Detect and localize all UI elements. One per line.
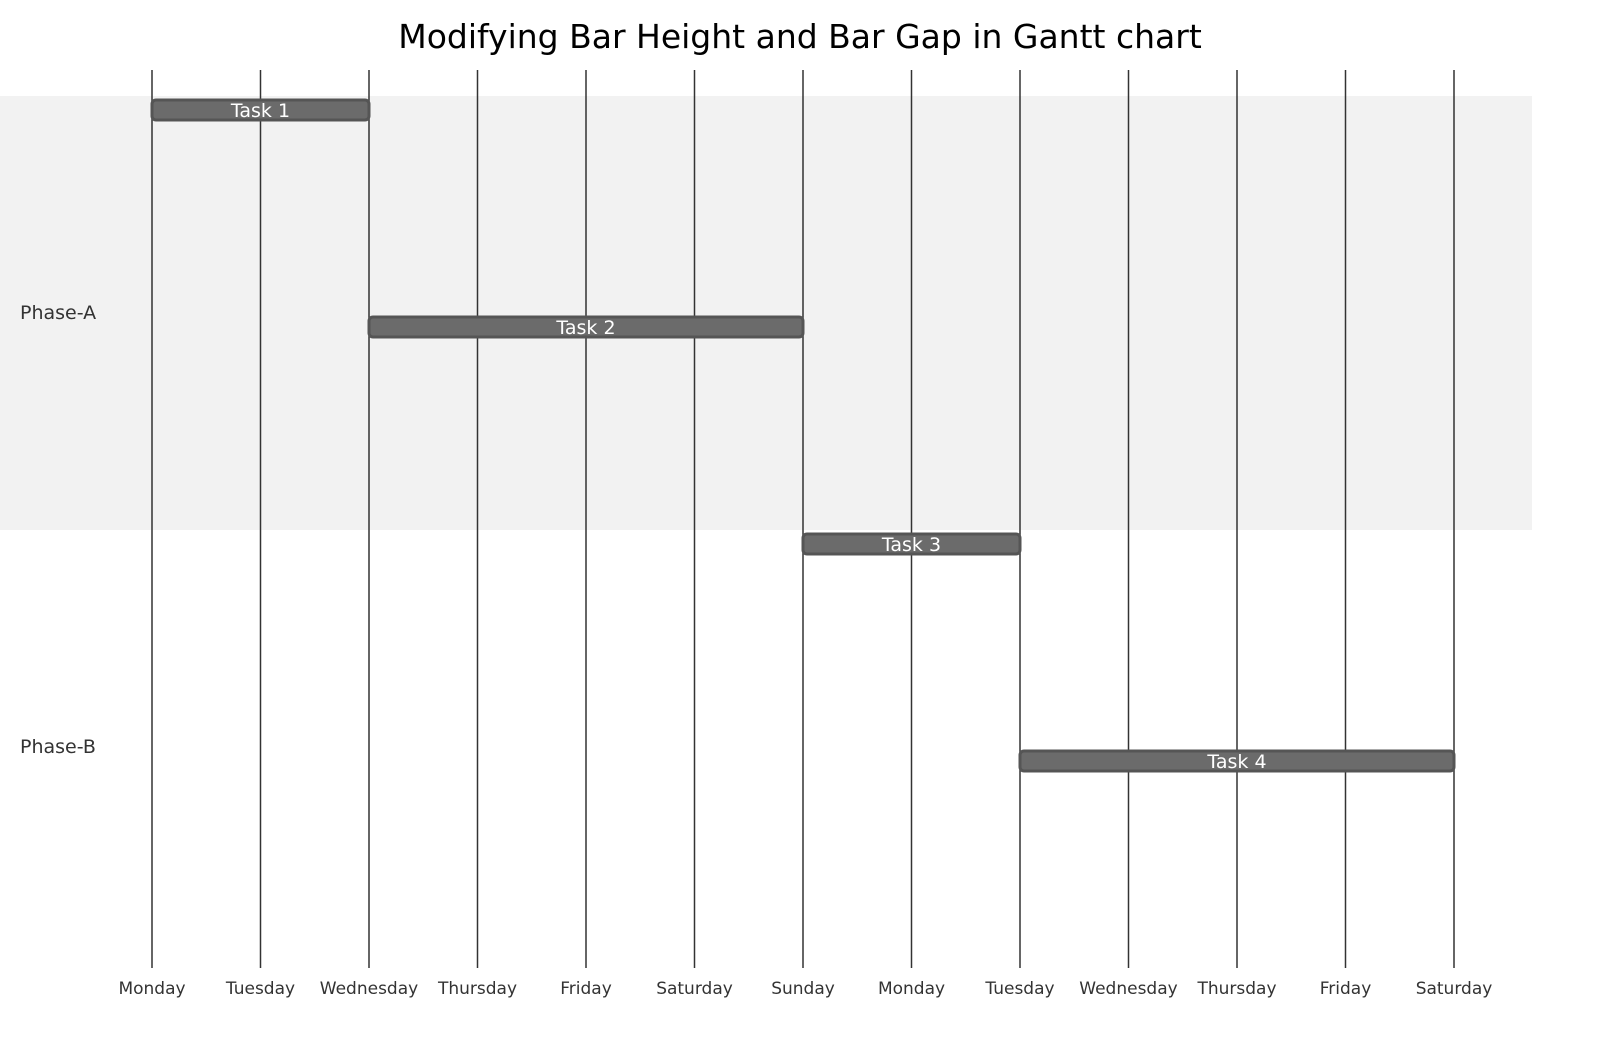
x-tick-label: Thursday (437, 979, 517, 999)
task-bar (150, 98, 371, 122)
x-tick-label: Saturday (1416, 979, 1493, 999)
x-axis-ticks: Monday Tuesday Wednesday Thursday Friday Satu… (118, 979, 1492, 999)
task-label: Task 1 (230, 100, 290, 122)
x-tick-label: Tuesday (984, 979, 1054, 999)
x-tick-label: Thursday (1196, 979, 1276, 999)
task-bars: Task 1 Task 2 Task 3 Task 4 (150, 98, 1456, 773)
x-tick-label: Wednesday (320, 979, 418, 999)
task-bar (801, 532, 1022, 556)
task-label: Task 4 (1206, 751, 1266, 773)
x-gridlines (151, 70, 1455, 968)
x-tick-label: Friday (1320, 979, 1372, 999)
x-tick-label: Saturday (656, 979, 733, 999)
x-tick-label: Friday (560, 979, 612, 999)
task-label: Task 2 (555, 317, 615, 339)
task-bar (1018, 749, 1456, 773)
chart-title: Modifying Bar Height and Bar Gap in Gant… (398, 17, 1202, 56)
task-label: Task 3 (881, 534, 941, 556)
task-bar (367, 315, 805, 339)
x-tick-label: Tuesday (225, 979, 295, 999)
category-bands (0, 96, 1532, 530)
x-tick-label: Sunday (771, 979, 835, 999)
category-band (0, 96, 1532, 530)
x-tick-label: Wednesday (1079, 979, 1177, 999)
x-tick-label: Monday (878, 979, 945, 999)
x-tick-label: Monday (118, 979, 185, 999)
category-labels: Phase-A Phase-B (20, 302, 96, 758)
category-label: Phase-B (20, 736, 96, 758)
category-label: Phase-A (20, 302, 96, 324)
